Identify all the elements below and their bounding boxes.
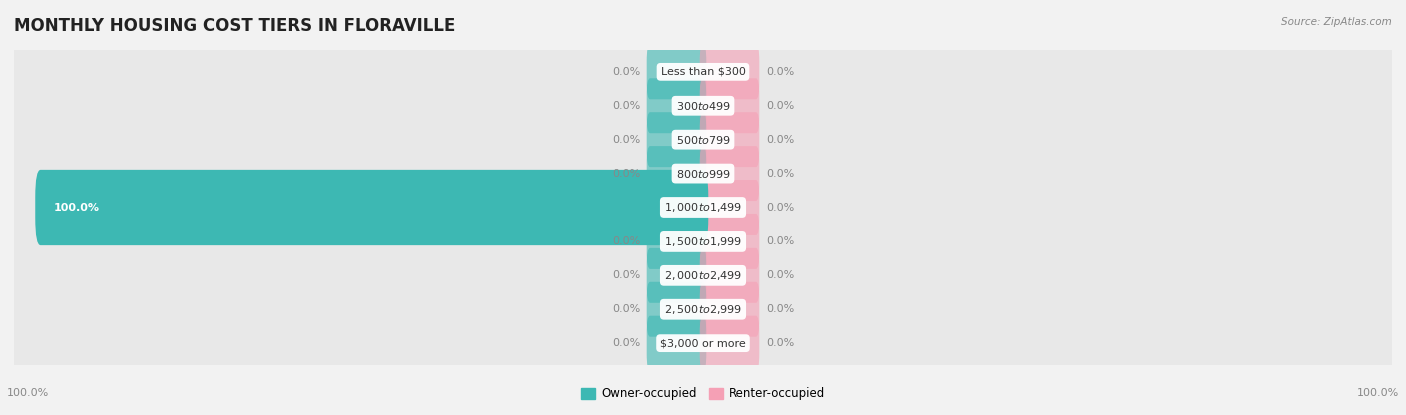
Text: 0.0%: 0.0%: [612, 237, 640, 247]
FancyBboxPatch shape: [647, 214, 706, 269]
FancyBboxPatch shape: [700, 282, 759, 337]
Text: 100.0%: 100.0%: [1357, 388, 1399, 398]
FancyBboxPatch shape: [647, 112, 706, 167]
FancyBboxPatch shape: [647, 248, 706, 303]
Text: $1,000 to $1,499: $1,000 to $1,499: [664, 201, 742, 214]
Text: $300 to $499: $300 to $499: [675, 100, 731, 112]
Legend: Owner-occupied, Renter-occupied: Owner-occupied, Renter-occupied: [581, 387, 825, 400]
Text: $3,000 or more: $3,000 or more: [661, 338, 745, 348]
Text: 0.0%: 0.0%: [612, 304, 640, 314]
Text: 0.0%: 0.0%: [612, 67, 640, 77]
FancyBboxPatch shape: [647, 44, 706, 99]
Text: $2,500 to $2,999: $2,500 to $2,999: [664, 303, 742, 316]
FancyBboxPatch shape: [8, 301, 1398, 385]
FancyBboxPatch shape: [8, 199, 1398, 283]
FancyBboxPatch shape: [8, 166, 1398, 249]
FancyBboxPatch shape: [700, 78, 759, 133]
Text: Less than $300: Less than $300: [661, 67, 745, 77]
FancyBboxPatch shape: [647, 146, 706, 201]
Text: 0.0%: 0.0%: [766, 203, 794, 212]
Text: 0.0%: 0.0%: [612, 101, 640, 111]
Text: $500 to $799: $500 to $799: [675, 134, 731, 146]
Text: 100.0%: 100.0%: [7, 388, 49, 398]
Text: 0.0%: 0.0%: [612, 338, 640, 348]
FancyBboxPatch shape: [700, 214, 759, 269]
FancyBboxPatch shape: [700, 44, 759, 99]
Text: 0.0%: 0.0%: [766, 304, 794, 314]
FancyBboxPatch shape: [700, 180, 759, 235]
Text: 0.0%: 0.0%: [766, 237, 794, 247]
FancyBboxPatch shape: [8, 233, 1398, 317]
Text: 0.0%: 0.0%: [766, 135, 794, 145]
FancyBboxPatch shape: [647, 78, 706, 133]
FancyBboxPatch shape: [8, 267, 1398, 351]
Text: 0.0%: 0.0%: [612, 270, 640, 280]
FancyBboxPatch shape: [700, 248, 759, 303]
Text: 0.0%: 0.0%: [766, 101, 794, 111]
Text: 0.0%: 0.0%: [612, 135, 640, 145]
FancyBboxPatch shape: [700, 112, 759, 167]
Text: 0.0%: 0.0%: [612, 168, 640, 178]
FancyBboxPatch shape: [8, 64, 1398, 148]
FancyBboxPatch shape: [700, 316, 759, 371]
FancyBboxPatch shape: [8, 30, 1398, 114]
FancyBboxPatch shape: [700, 146, 759, 201]
Text: 100.0%: 100.0%: [53, 203, 100, 212]
Text: 0.0%: 0.0%: [766, 67, 794, 77]
Text: $1,500 to $1,999: $1,500 to $1,999: [664, 235, 742, 248]
Text: $2,000 to $2,499: $2,000 to $2,499: [664, 269, 742, 282]
Text: 0.0%: 0.0%: [766, 168, 794, 178]
FancyBboxPatch shape: [8, 98, 1398, 182]
FancyBboxPatch shape: [35, 170, 709, 245]
Text: Source: ZipAtlas.com: Source: ZipAtlas.com: [1281, 17, 1392, 27]
Text: 0.0%: 0.0%: [766, 338, 794, 348]
FancyBboxPatch shape: [647, 282, 706, 337]
Text: 0.0%: 0.0%: [766, 270, 794, 280]
Text: MONTHLY HOUSING COST TIERS IN FLORAVILLE: MONTHLY HOUSING COST TIERS IN FLORAVILLE: [14, 17, 456, 34]
Text: $800 to $999: $800 to $999: [675, 168, 731, 180]
FancyBboxPatch shape: [647, 316, 706, 371]
FancyBboxPatch shape: [8, 132, 1398, 216]
